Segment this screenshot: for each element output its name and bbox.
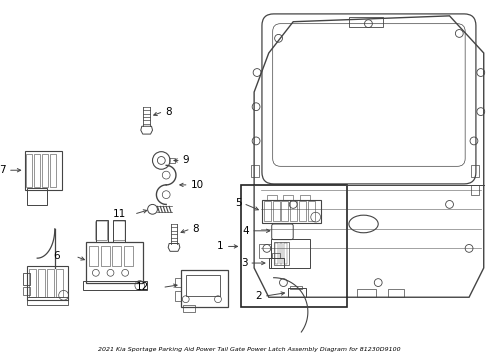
- Bar: [471, 165, 479, 177]
- Text: 8: 8: [193, 224, 199, 234]
- Bar: [269, 258, 284, 268]
- Bar: [38, 269, 45, 297]
- Bar: [308, 202, 315, 221]
- Bar: [279, 243, 282, 264]
- Bar: [42, 154, 48, 187]
- Bar: [251, 165, 259, 177]
- Text: 12: 12: [135, 283, 148, 292]
- Bar: [288, 288, 306, 297]
- Bar: [259, 243, 271, 258]
- Text: 2021 Kia Sportage Parking Aid Power Tail Gate Power Latch Assembly Diagram for 8: 2021 Kia Sportage Parking Aid Power Tail…: [98, 347, 400, 352]
- Bar: [175, 291, 181, 301]
- Bar: [274, 242, 289, 265]
- Bar: [272, 253, 279, 258]
- Bar: [274, 243, 277, 264]
- Bar: [96, 220, 108, 242]
- Text: 5: 5: [235, 198, 242, 208]
- Bar: [283, 195, 293, 199]
- Bar: [169, 158, 175, 163]
- Bar: [388, 289, 404, 297]
- Bar: [47, 269, 54, 297]
- Bar: [183, 305, 195, 312]
- Bar: [471, 185, 479, 195]
- Text: 8: 8: [165, 107, 172, 117]
- Bar: [89, 247, 98, 266]
- Bar: [56, 269, 63, 297]
- Bar: [290, 202, 297, 221]
- Bar: [113, 220, 125, 242]
- Bar: [349, 17, 383, 27]
- Bar: [34, 154, 40, 187]
- Bar: [175, 278, 181, 288]
- Text: 2: 2: [255, 291, 262, 301]
- Bar: [27, 266, 69, 300]
- Text: 7: 7: [0, 165, 6, 175]
- Bar: [50, 154, 56, 187]
- Bar: [262, 199, 320, 223]
- Bar: [186, 275, 220, 296]
- Bar: [284, 243, 287, 264]
- Bar: [23, 288, 30, 295]
- Bar: [273, 202, 279, 221]
- Text: 11: 11: [113, 209, 126, 219]
- Text: 9: 9: [183, 156, 190, 166]
- Text: 1: 1: [217, 242, 224, 251]
- Bar: [299, 202, 306, 221]
- Bar: [271, 239, 310, 268]
- Bar: [83, 281, 147, 291]
- Text: 6: 6: [53, 251, 60, 261]
- Bar: [86, 242, 143, 283]
- Bar: [113, 247, 121, 266]
- Bar: [264, 202, 271, 221]
- Bar: [281, 202, 288, 221]
- Text: 4: 4: [243, 226, 249, 236]
- Text: 3: 3: [241, 258, 247, 268]
- Bar: [29, 269, 36, 297]
- Bar: [24, 151, 62, 190]
- Bar: [27, 188, 47, 206]
- Bar: [101, 247, 110, 266]
- Bar: [290, 285, 302, 289]
- Bar: [242, 185, 347, 307]
- Bar: [26, 154, 32, 187]
- Bar: [357, 289, 376, 297]
- Bar: [27, 297, 69, 305]
- Bar: [124, 247, 133, 266]
- Bar: [267, 195, 276, 199]
- Bar: [23, 273, 30, 284]
- Bar: [181, 270, 228, 307]
- Bar: [300, 195, 310, 199]
- Text: 10: 10: [191, 180, 204, 190]
